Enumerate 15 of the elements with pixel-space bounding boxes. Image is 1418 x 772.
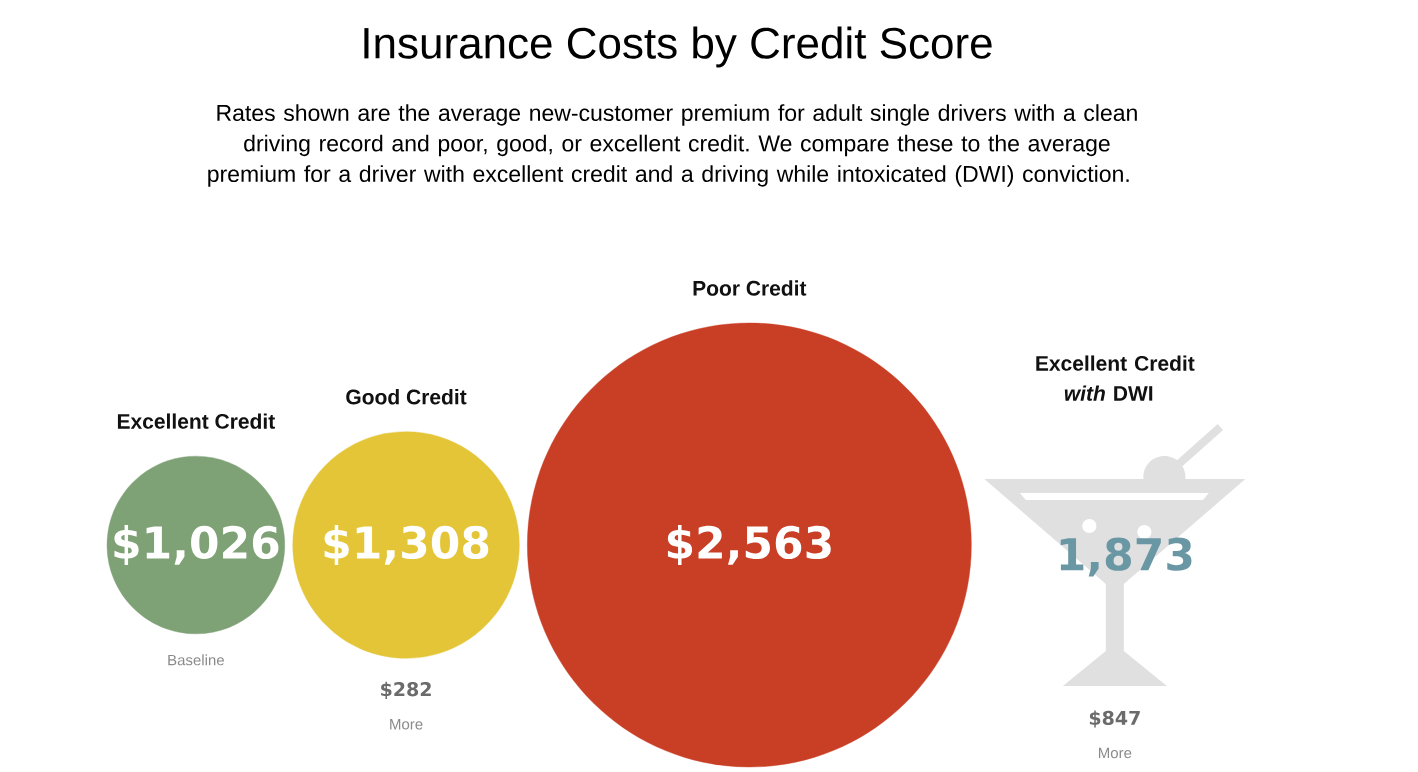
- data-label: $2,563: [667, 525, 831, 565]
- data-label: $1,026: [114, 525, 279, 565]
- text: Baseline: [168, 654, 224, 666]
- category-label: Excellent Credit with DWI: [1036, 355, 1195, 401]
- data-label: 1,873: [1060, 537, 1192, 577]
- text: More: [1098, 747, 1132, 759]
- data-label: $1,308: [324, 525, 489, 565]
- category-label: Poor Credit: [693, 280, 807, 296]
- category-label: Good Credit: [346, 388, 467, 405]
- text: $847: [1089, 710, 1140, 728]
- text: Insurance Costs by Credit Score: [364, 26, 992, 68]
- text: Rates shown are the average new-customer premium for adult single drivers with a clean driving record and poor, good, or excellent credit. We compare these to the average premium for a driver with excellent credit and a driving while intoxicated (DWI) conviction.: [208, 104, 1137, 187]
- text: More: [390, 719, 423, 730]
- category-label: Excellent Credit: [117, 413, 275, 429]
- text: $282: [381, 681, 431, 699]
